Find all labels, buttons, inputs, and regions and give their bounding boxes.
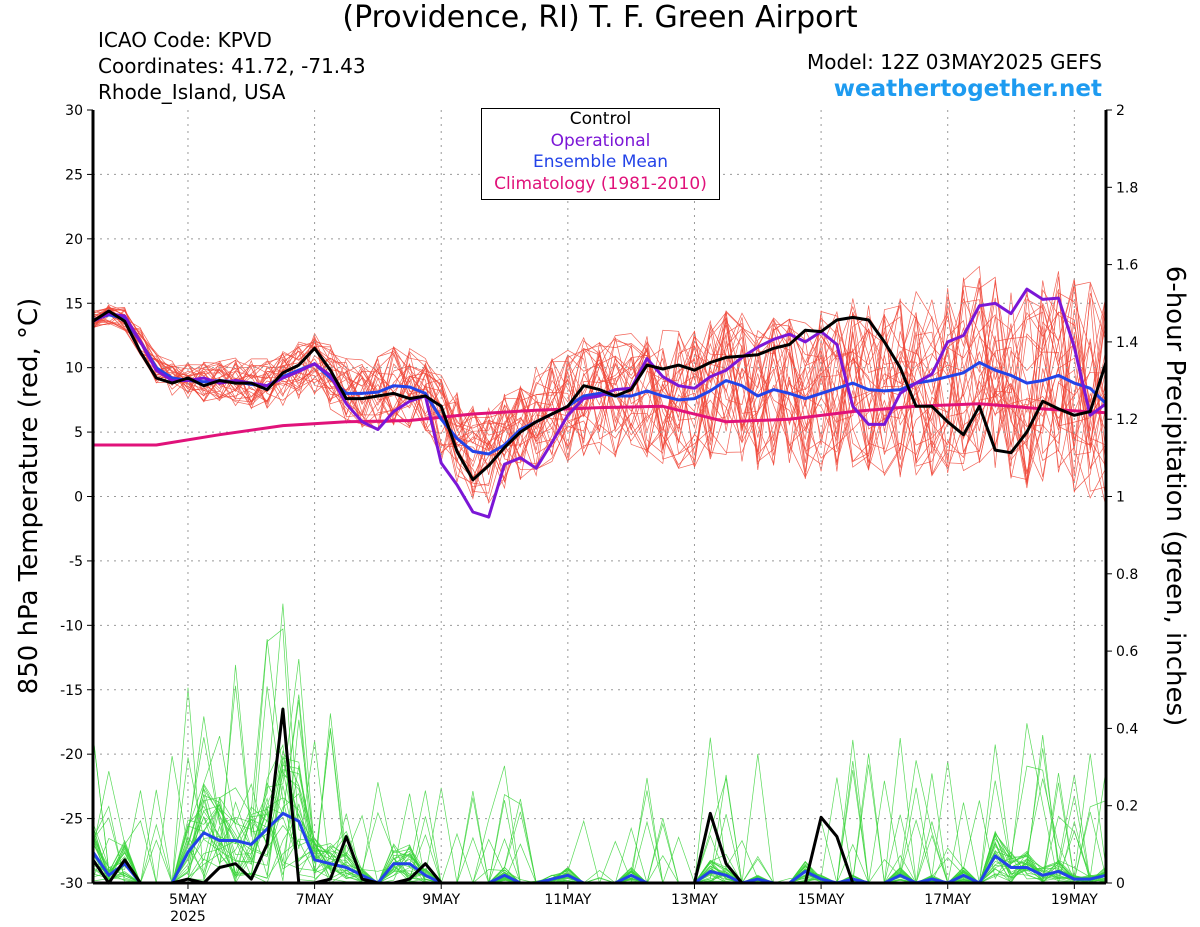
temperature-member-line <box>92 278 1107 484</box>
y-left-tick-label: 10 <box>65 361 83 377</box>
y-right-tick-label: 0.8 <box>1116 567 1138 583</box>
y-left-tick-label: 20 <box>65 232 83 248</box>
y-right-tick-label: 1 <box>1116 490 1125 506</box>
y-right-tick-label: 2 <box>1116 103 1125 119</box>
x-tick-label: 13MAY <box>671 892 718 908</box>
y-left-tick-label: -10 <box>60 618 83 634</box>
grid-lines <box>93 110 1106 883</box>
temperature-member-line <box>92 281 1107 476</box>
control-temp-line <box>92 309 1108 482</box>
operational-temp-line <box>92 287 1107 519</box>
x-tick-label: 17MAY <box>924 892 971 908</box>
climatology-temp-line <box>93 402 1107 447</box>
x-tick-label: 7MAY <box>296 892 334 908</box>
y-right-tick-label: 1.2 <box>1116 412 1138 428</box>
y-right-tick-label: 0.4 <box>1116 721 1138 737</box>
y-left-tick-label: -25 <box>60 812 83 828</box>
legend-control: Control <box>569 109 632 129</box>
y-axis-left-label: 850 hPa Temperature (red, °C) <box>14 297 44 695</box>
axes: 302520151050-5-10-15-20-25-3021.81.61.41… <box>60 103 1138 925</box>
legend: Control Operational Ensemble Mean Climat… <box>481 108 720 200</box>
y-left-tick-label: -20 <box>60 747 83 763</box>
x-tick-label: 11MAY <box>544 892 591 908</box>
legend-ensemble-mean: Ensemble Mean <box>532 152 669 172</box>
precip-members <box>92 603 1107 885</box>
y-right-tick-label: 0.2 <box>1116 799 1138 815</box>
precip-member-line <box>92 694 1107 884</box>
precip-member-line <box>92 639 1107 884</box>
y-left-tick-label: -5 <box>69 554 83 570</box>
coordinates: Coordinates: 41.72, -71.43 <box>98 54 366 78</box>
y-left-tick-label: 25 <box>65 167 83 183</box>
temperature-member-line <box>92 294 1107 484</box>
chart-title: (Providence, RI) T. F. Green Airport <box>342 0 858 35</box>
temperature-member-line <box>92 276 1107 501</box>
legend-climatology: Climatology (1981-2010) <box>494 173 707 194</box>
y-right-tick-label: 1.4 <box>1116 335 1138 351</box>
y-left-tick-label: 5 <box>74 425 83 441</box>
temperature-member-line <box>92 307 1107 470</box>
region: Rhode_Island, USA <box>98 80 286 104</box>
legend-operational: Operational <box>550 130 651 151</box>
precip-member-line <box>92 765 1107 884</box>
x-tick-sublabel: 2025 <box>170 909 206 925</box>
temperature-member-line <box>92 313 1107 476</box>
model-run: Model: 12Z 03MAY2025 GEFS <box>807 50 1102 74</box>
precip-member-line <box>92 603 1107 884</box>
precip-member-line <box>92 686 1107 884</box>
icao-code: ICAO Code: KPVD <box>98 28 272 52</box>
y-left-tick-label: -30 <box>60 876 83 892</box>
y-right-tick-label: 1.6 <box>1116 258 1138 274</box>
y-left-tick-label: 30 <box>65 103 83 119</box>
precip-member-line <box>92 783 1107 884</box>
temperature-member-line <box>92 265 1107 480</box>
precip-member-line <box>92 765 1107 884</box>
y-axis-right-label: 6-hour Precipitation (green, inches) <box>1160 265 1190 727</box>
x-tick-label: 5MAY <box>169 892 207 908</box>
x-tick-label: 9MAY <box>422 892 460 908</box>
y-right-tick-label: 1.8 <box>1116 180 1138 196</box>
site-link[interactable]: weathertogether.net <box>833 76 1102 102</box>
x-tick-label: 15MAY <box>798 892 845 908</box>
y-right-tick-label: 0.6 <box>1116 644 1138 660</box>
y-left-tick-label: 15 <box>65 296 83 312</box>
y-left-tick-label: -15 <box>60 683 83 699</box>
climatology-series <box>93 402 1107 447</box>
y-left-tick-label: 0 <box>74 490 83 506</box>
y-right-tick-label: 0 <box>1116 876 1125 892</box>
x-tick-label: 19MAY <box>1051 892 1098 908</box>
temperature-members <box>92 265 1107 508</box>
precip-member-line <box>92 764 1107 884</box>
temperature-member-line <box>92 299 1107 494</box>
control-precip-line <box>91 707 1106 885</box>
